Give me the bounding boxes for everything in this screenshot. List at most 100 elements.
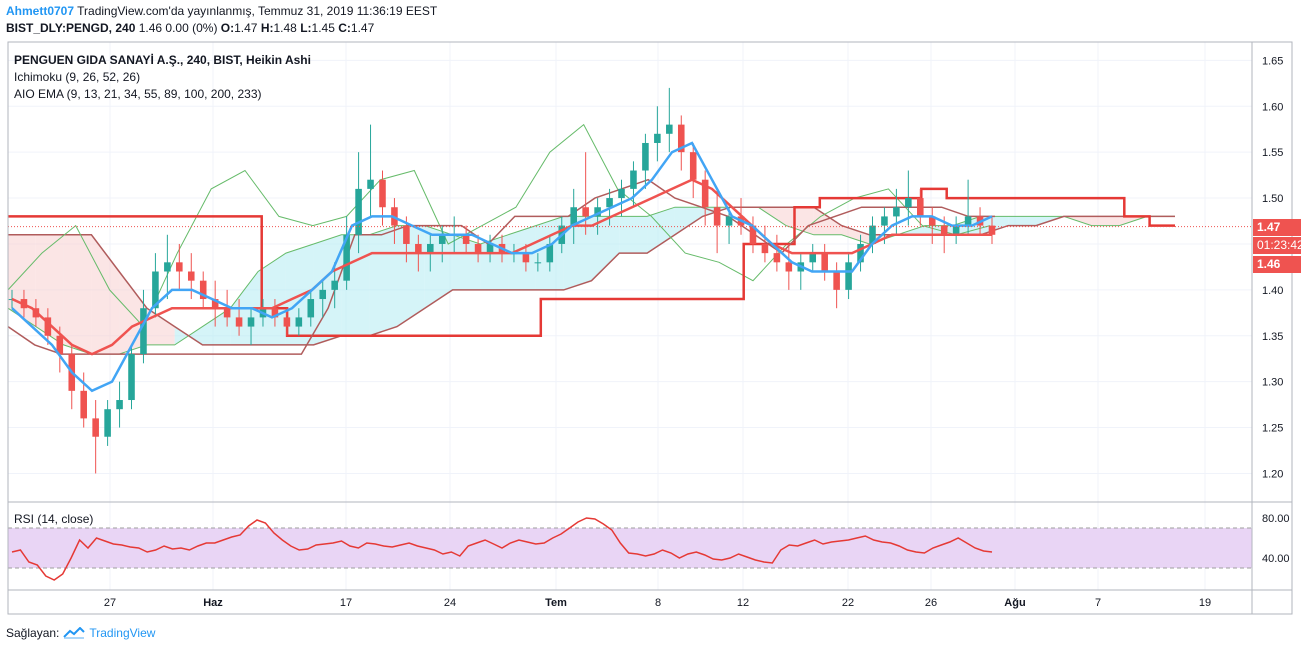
tenkan-sen-line	[7, 178, 995, 355]
chart-frame	[7, 41, 1293, 615]
candle-body	[271, 308, 279, 318]
candle-body	[283, 317, 291, 327]
ichimoku-cloud-segment	[8, 234, 36, 327]
candle-body	[618, 188, 625, 199]
price-pane	[7, 42, 1252, 590]
y-tick-label: 1.55	[1262, 147, 1283, 159]
candle-body	[845, 262, 852, 290]
author-link[interactable]: Ahmett0707	[6, 4, 75, 18]
candle-body	[689, 152, 697, 180]
candle-body	[522, 253, 530, 263]
x-tick-label: 26	[925, 597, 937, 609]
y-tick-label: 1.20	[1262, 468, 1283, 480]
candle-body	[128, 354, 135, 401]
ichimoku-cloud-segment	[424, 225, 453, 309]
x-tick-label: 8	[655, 597, 661, 609]
candle-body	[881, 216, 888, 226]
candle-body	[247, 317, 255, 327]
candle-body	[343, 234, 350, 281]
candle-body	[176, 262, 183, 272]
ichimoku-cloud-segment	[674, 207, 703, 235]
candle-body	[713, 207, 721, 226]
last-price-tag: 1.47	[1253, 219, 1301, 236]
ichimoku-cloud-segment	[452, 234, 481, 290]
candle-body	[152, 271, 159, 309]
candle-body	[821, 253, 828, 272]
y-tick-label: 1.50	[1262, 193, 1283, 205]
candle-body	[307, 299, 315, 318]
countdown-tag: 01:23:42	[1253, 237, 1304, 254]
candle-body	[295, 317, 303, 327]
low-value: 1.45	[311, 21, 335, 35]
high-value: 1.48	[273, 21, 297, 35]
kijun-sen-line	[8, 187, 1175, 338]
candle-body	[427, 243, 434, 254]
ichimoku-cloud-segment	[369, 225, 397, 336]
candle-body	[486, 243, 494, 254]
ichimoku-legend[interactable]: Ichimoku (9, 26, 52, 26)	[14, 70, 141, 84]
candle-body	[701, 179, 709, 208]
footer-brand-link[interactable]: TradingView	[89, 626, 156, 640]
ema-legend[interactable]: AIO EMA (9, 13, 21, 34, 55, 89, 100, 200…	[14, 87, 262, 101]
candle-body	[964, 216, 972, 226]
candle-body	[582, 207, 589, 217]
x-tick-label: 12	[737, 597, 749, 609]
high-label: H:	[260, 21, 274, 35]
candle-body	[905, 198, 912, 208]
close-label: C:	[338, 21, 351, 35]
publish-text: TradingView.com'da yayınlanmış, Temmuz 3…	[77, 4, 438, 18]
candle-body	[928, 216, 936, 226]
candle-body	[917, 198, 924, 217]
x-tick-label: 27	[104, 597, 116, 609]
candle-body	[761, 243, 769, 254]
candle-body	[773, 253, 781, 263]
candle-body	[331, 280, 338, 290]
candle-body	[785, 262, 793, 272]
ichimoku-cloud-segment	[619, 216, 648, 254]
candle-body	[164, 262, 171, 272]
rsi-pane	[8, 517, 1252, 581]
low-label: L:	[300, 21, 312, 35]
ichimoku-cloud-segment	[563, 216, 592, 290]
candle-body	[116, 400, 123, 410]
candle-body	[140, 308, 147, 355]
x-tick-label: 17	[340, 597, 352, 609]
candle-body	[211, 299, 219, 309]
candle-body	[606, 198, 613, 208]
candle-body	[367, 179, 374, 189]
candle-body	[534, 262, 542, 264]
ichimoku-cloud-segment	[91, 234, 120, 355]
ichimoku-cloud-segment	[202, 308, 231, 345]
candle-body	[988, 225, 996, 235]
open-label: O:	[220, 21, 235, 35]
y-tick-label: 1.40	[1262, 285, 1283, 297]
candle-body	[677, 124, 685, 153]
x-tick-label: 7	[1095, 597, 1101, 609]
ichimoku-cloud-segment	[508, 225, 536, 290]
candle-body	[893, 207, 900, 217]
rsi-tick-label: 40.00	[1262, 553, 1290, 565]
ichimoku-cloud-segment	[647, 207, 675, 254]
y-tick-label: 1.25	[1262, 423, 1283, 435]
ichimoku-cloud-segment	[63, 234, 92, 355]
candle-body	[92, 418, 99, 437]
close-price-tag: 1.46	[1253, 256, 1301, 273]
candle-body	[403, 225, 410, 244]
candle-body	[570, 207, 577, 226]
symbol-label: BIST_DLY:PENGD, 240	[6, 21, 136, 35]
candle-body	[474, 243, 482, 254]
candle-body	[104, 409, 111, 437]
candle-body	[630, 170, 637, 189]
footer: Sağlayan: TradingView	[6, 626, 155, 640]
candle-body	[940, 225, 948, 235]
rsi-legend[interactable]: RSI (14, close)	[14, 512, 94, 526]
candle-body	[56, 335, 64, 355]
candle-body	[44, 317, 52, 336]
candle-body	[223, 308, 231, 318]
x-tick-label: Tem	[545, 597, 567, 609]
open-value: 1.47	[234, 21, 258, 35]
x-tick-label: Ağu	[1004, 597, 1025, 609]
y-tick-label: 1.60	[1262, 101, 1283, 113]
chart-title: PENGUEN GIDA SANAYİ A.Ş., 240, BIST, Hei…	[14, 53, 311, 67]
